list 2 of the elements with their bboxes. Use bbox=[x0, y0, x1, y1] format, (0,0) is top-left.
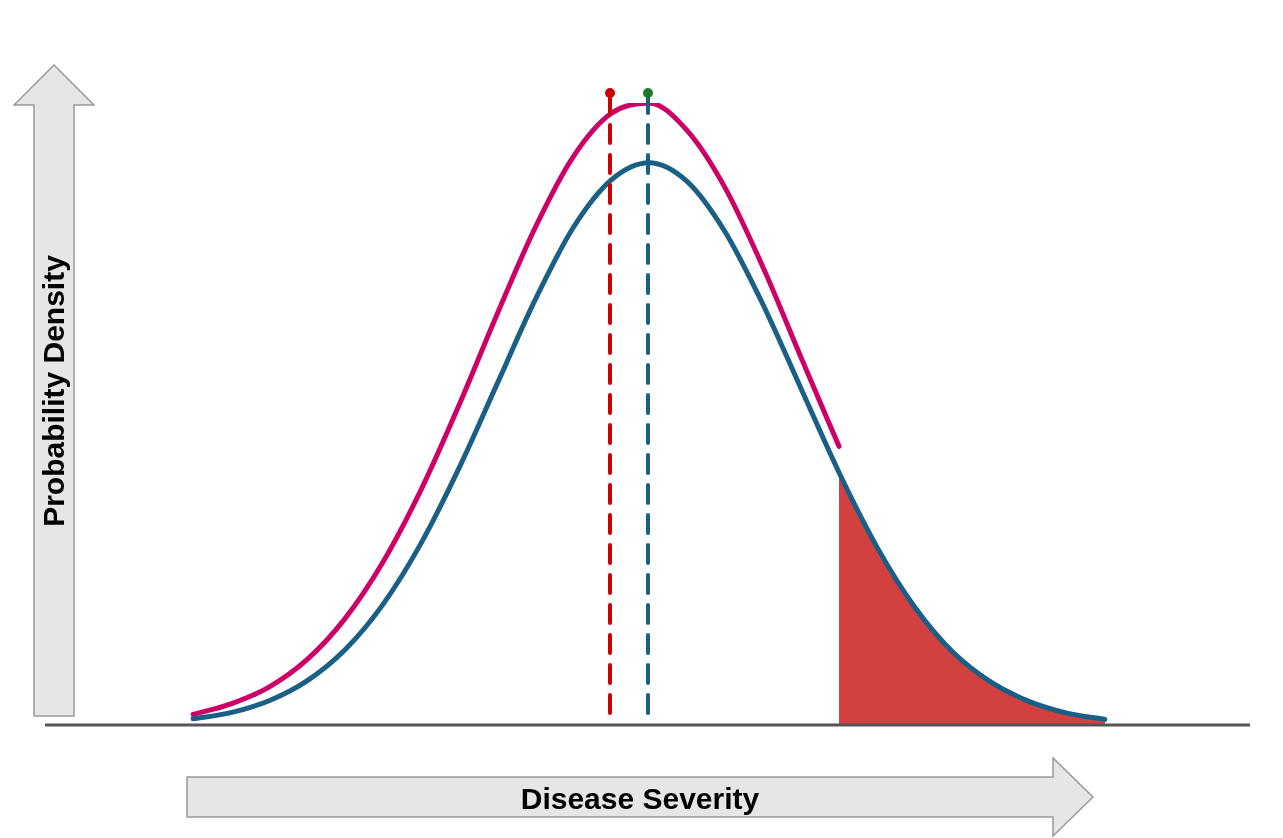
x-axis-title: Disease Severity bbox=[519, 782, 761, 816]
y-axis-title: Probability Density bbox=[37, 255, 71, 527]
